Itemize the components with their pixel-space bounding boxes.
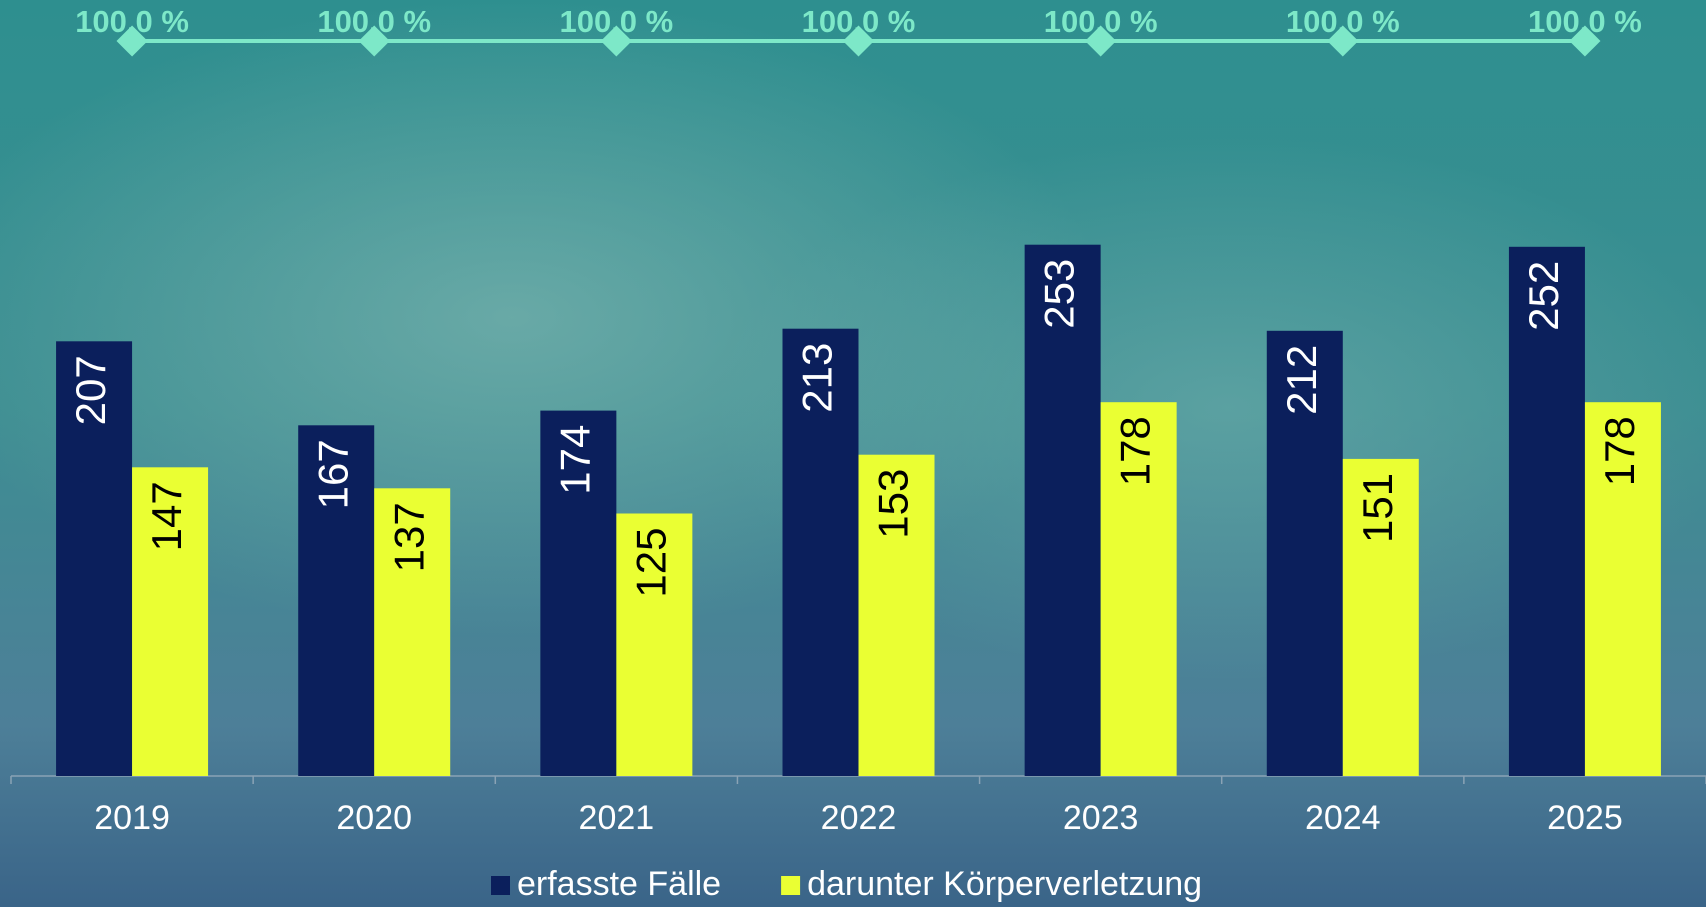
bar bbox=[374, 488, 451, 776]
bar bbox=[1100, 402, 1177, 776]
x-tick-label: 2024 bbox=[1305, 799, 1381, 837]
data-label: 253 bbox=[1036, 259, 1083, 329]
data-label: 147 bbox=[143, 481, 190, 551]
data-label: 100,0 % bbox=[559, 4, 673, 39]
data-label: 100,0 % bbox=[75, 4, 189, 39]
data-label: 153 bbox=[870, 469, 917, 539]
bar bbox=[1266, 330, 1343, 776]
legend-label: erfasste Fälle bbox=[517, 865, 721, 903]
data-label: 178 bbox=[1112, 416, 1159, 486]
bar bbox=[298, 425, 375, 776]
bar bbox=[1024, 244, 1101, 776]
x-tick-label: 2020 bbox=[336, 799, 412, 837]
x-tick-label: 2025 bbox=[1547, 799, 1623, 837]
legend-swatch bbox=[781, 876, 801, 895]
bar bbox=[1508, 246, 1585, 777]
bar bbox=[56, 341, 133, 776]
data-label: 125 bbox=[627, 528, 674, 598]
x-tick-label: 2019 bbox=[94, 799, 170, 837]
data-label: 100,0 % bbox=[802, 4, 916, 39]
bar bbox=[132, 467, 209, 776]
data-label: 252 bbox=[1520, 261, 1567, 331]
x-tick-label: 2023 bbox=[1063, 799, 1139, 837]
data-label: 167 bbox=[309, 439, 356, 509]
line-marker bbox=[358, 25, 390, 57]
data-label: 137 bbox=[385, 502, 432, 572]
data-label: 207 bbox=[67, 355, 114, 425]
data-label: 213 bbox=[794, 343, 841, 413]
bar bbox=[1584, 402, 1661, 776]
data-label: 178 bbox=[1596, 416, 1643, 486]
bar bbox=[858, 454, 935, 776]
data-label: 212 bbox=[1278, 345, 1325, 415]
data-label: 100,0 % bbox=[1528, 4, 1642, 39]
data-label: 100,0 % bbox=[1286, 4, 1400, 39]
bar bbox=[1342, 458, 1419, 776]
data-label: 100,0 % bbox=[1044, 4, 1158, 39]
bar bbox=[782, 328, 859, 776]
x-tick-label: 2021 bbox=[579, 799, 655, 837]
x-tick-label: 2022 bbox=[821, 799, 897, 837]
bar bbox=[616, 513, 693, 776]
bar bbox=[540, 410, 617, 776]
data-label: 174 bbox=[551, 425, 598, 495]
data-label: 151 bbox=[1354, 473, 1401, 543]
line-marker bbox=[116, 25, 148, 57]
legend-swatch bbox=[491, 876, 510, 895]
legend-label: darunter Körperverletzung bbox=[807, 865, 1202, 903]
data-label: 100,0 % bbox=[317, 4, 431, 39]
